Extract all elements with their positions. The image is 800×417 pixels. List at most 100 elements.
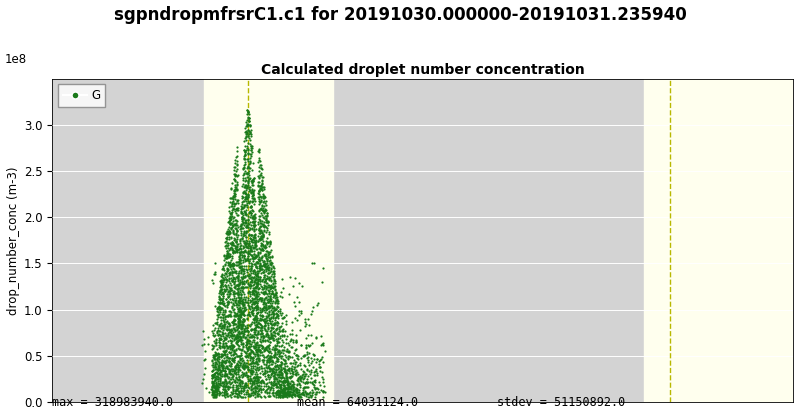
Point [284,379,297,386]
Point [259,388,272,395]
Point [206,361,219,368]
Point [249,295,262,301]
Point [243,176,256,182]
Point [226,277,238,284]
Point [272,379,285,385]
Point [231,197,244,204]
Point [234,334,246,341]
Point [303,321,316,328]
Point [273,389,286,396]
Point [267,310,280,317]
Point [242,231,255,238]
Point [280,374,293,381]
Point [210,340,222,347]
Point [227,312,240,319]
Point [229,216,242,223]
Point [279,392,292,399]
Point [231,289,244,296]
Point [235,287,248,294]
Point [238,322,251,329]
Point [213,339,226,346]
Point [274,389,287,396]
Point [218,306,231,313]
Point [266,254,278,260]
Point [261,239,274,245]
Point [233,280,246,287]
Point [210,370,223,377]
Point [220,302,233,309]
Point [238,372,251,378]
Point [232,289,245,295]
Point [256,289,269,296]
Point [308,377,321,384]
Point [246,182,258,188]
Point [239,224,252,231]
Point [246,310,259,317]
Point [221,286,234,292]
Point [302,393,315,400]
Text: max = 318983940.0: max = 318983940.0 [53,396,174,409]
Point [290,339,302,346]
Point [230,234,243,240]
Point [274,372,287,379]
Point [272,315,285,322]
Point [246,363,259,369]
Point [207,379,220,386]
Point [232,333,245,340]
Point [221,354,234,360]
Point [240,327,253,333]
Point [229,201,242,207]
Point [238,311,250,318]
Point [255,194,268,201]
Point [247,196,260,202]
Point [234,236,247,243]
Point [260,266,273,272]
Point [232,318,245,325]
Point [246,311,258,317]
Point [226,274,239,281]
Point [245,377,258,383]
Point [206,322,219,329]
Point [251,357,264,364]
Point [227,324,240,331]
Point [238,216,251,223]
Point [248,291,261,297]
Point [284,383,297,389]
Point [255,362,268,369]
Point [303,368,316,374]
Point [239,182,252,189]
Point [246,289,258,296]
Point [225,285,238,292]
Point [247,379,260,385]
Point [244,383,257,389]
Point [214,321,226,327]
Point [274,366,287,372]
Point [244,279,257,285]
Point [274,384,286,391]
Point [223,379,236,385]
Point [236,182,249,189]
Point [207,382,220,388]
Point [239,149,252,156]
Point [250,361,263,367]
Point [224,309,237,316]
Point [226,345,238,352]
Point [273,372,286,379]
Point [242,260,255,266]
Point [235,329,248,336]
Point [260,313,273,319]
Point [269,278,282,284]
Point [258,326,271,332]
Point [238,380,251,387]
Point [273,388,286,395]
Point [210,366,223,372]
Point [278,379,290,385]
Point [238,153,250,159]
Point [206,367,218,374]
Point [230,259,242,265]
Point [212,389,225,396]
Point [234,239,246,246]
Point [251,270,264,276]
Point [230,224,243,231]
Point [251,379,264,386]
